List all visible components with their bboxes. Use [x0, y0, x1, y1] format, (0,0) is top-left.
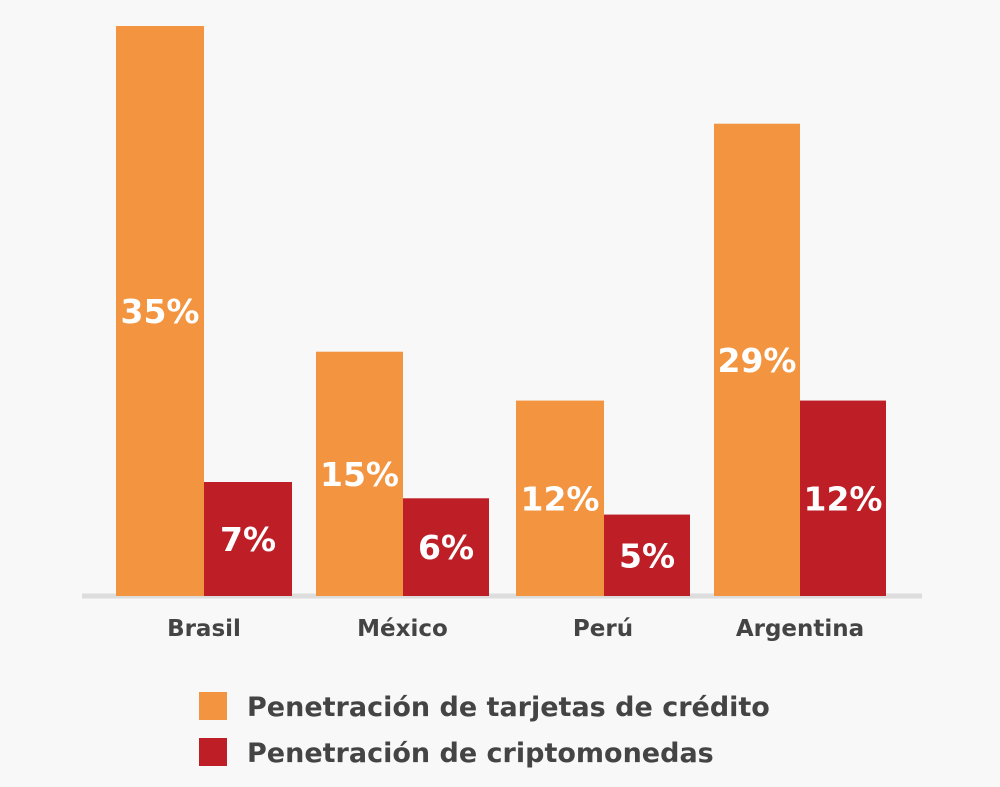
bar-labels-group: 35% 7% 15% 6% 12% 5% 29% 12%: [121, 292, 883, 575]
legend-swatch-credit: [199, 692, 227, 720]
data-label-credit-3: 29%: [718, 341, 797, 380]
bar-credit-2: [516, 400, 604, 596]
category-labels-group: Brasil México Perú Argentina: [167, 616, 864, 642]
bars-group: [116, 26, 886, 596]
data-label-crypto-1: 6%: [418, 528, 474, 567]
data-label-crypto-0: 7%: [220, 520, 276, 559]
legend-label-credit: Penetración de tarjetas de crédito: [247, 692, 770, 723]
bar-crypto-3: [800, 400, 886, 596]
category-label-2: Perú: [573, 616, 633, 642]
data-label-crypto-3: 12%: [804, 479, 883, 518]
category-label-3: Argentina: [736, 616, 864, 642]
bar-crypto-1: [403, 498, 489, 596]
bar-credit-0: [116, 26, 204, 596]
bar-credit-3: [714, 123, 800, 596]
bar-credit-1: [316, 351, 403, 596]
legend: Penetración de tarjetas de crédito Penetr…: [199, 692, 770, 769]
category-label-1: México: [357, 616, 448, 642]
data-label-credit-1: 15%: [320, 455, 399, 494]
category-label-0: Brasil: [167, 616, 241, 642]
bar-crypto-0: [204, 482, 292, 596]
bar-crypto-2: [604, 514, 690, 596]
legend-label-crypto: Penetración de criptomonedas: [247, 738, 714, 769]
legend-swatch-crypto: [199, 738, 227, 766]
data-label-credit-2: 12%: [521, 479, 600, 518]
data-label-crypto-2: 5%: [619, 536, 675, 575]
data-label-credit-0: 35%: [121, 292, 200, 331]
